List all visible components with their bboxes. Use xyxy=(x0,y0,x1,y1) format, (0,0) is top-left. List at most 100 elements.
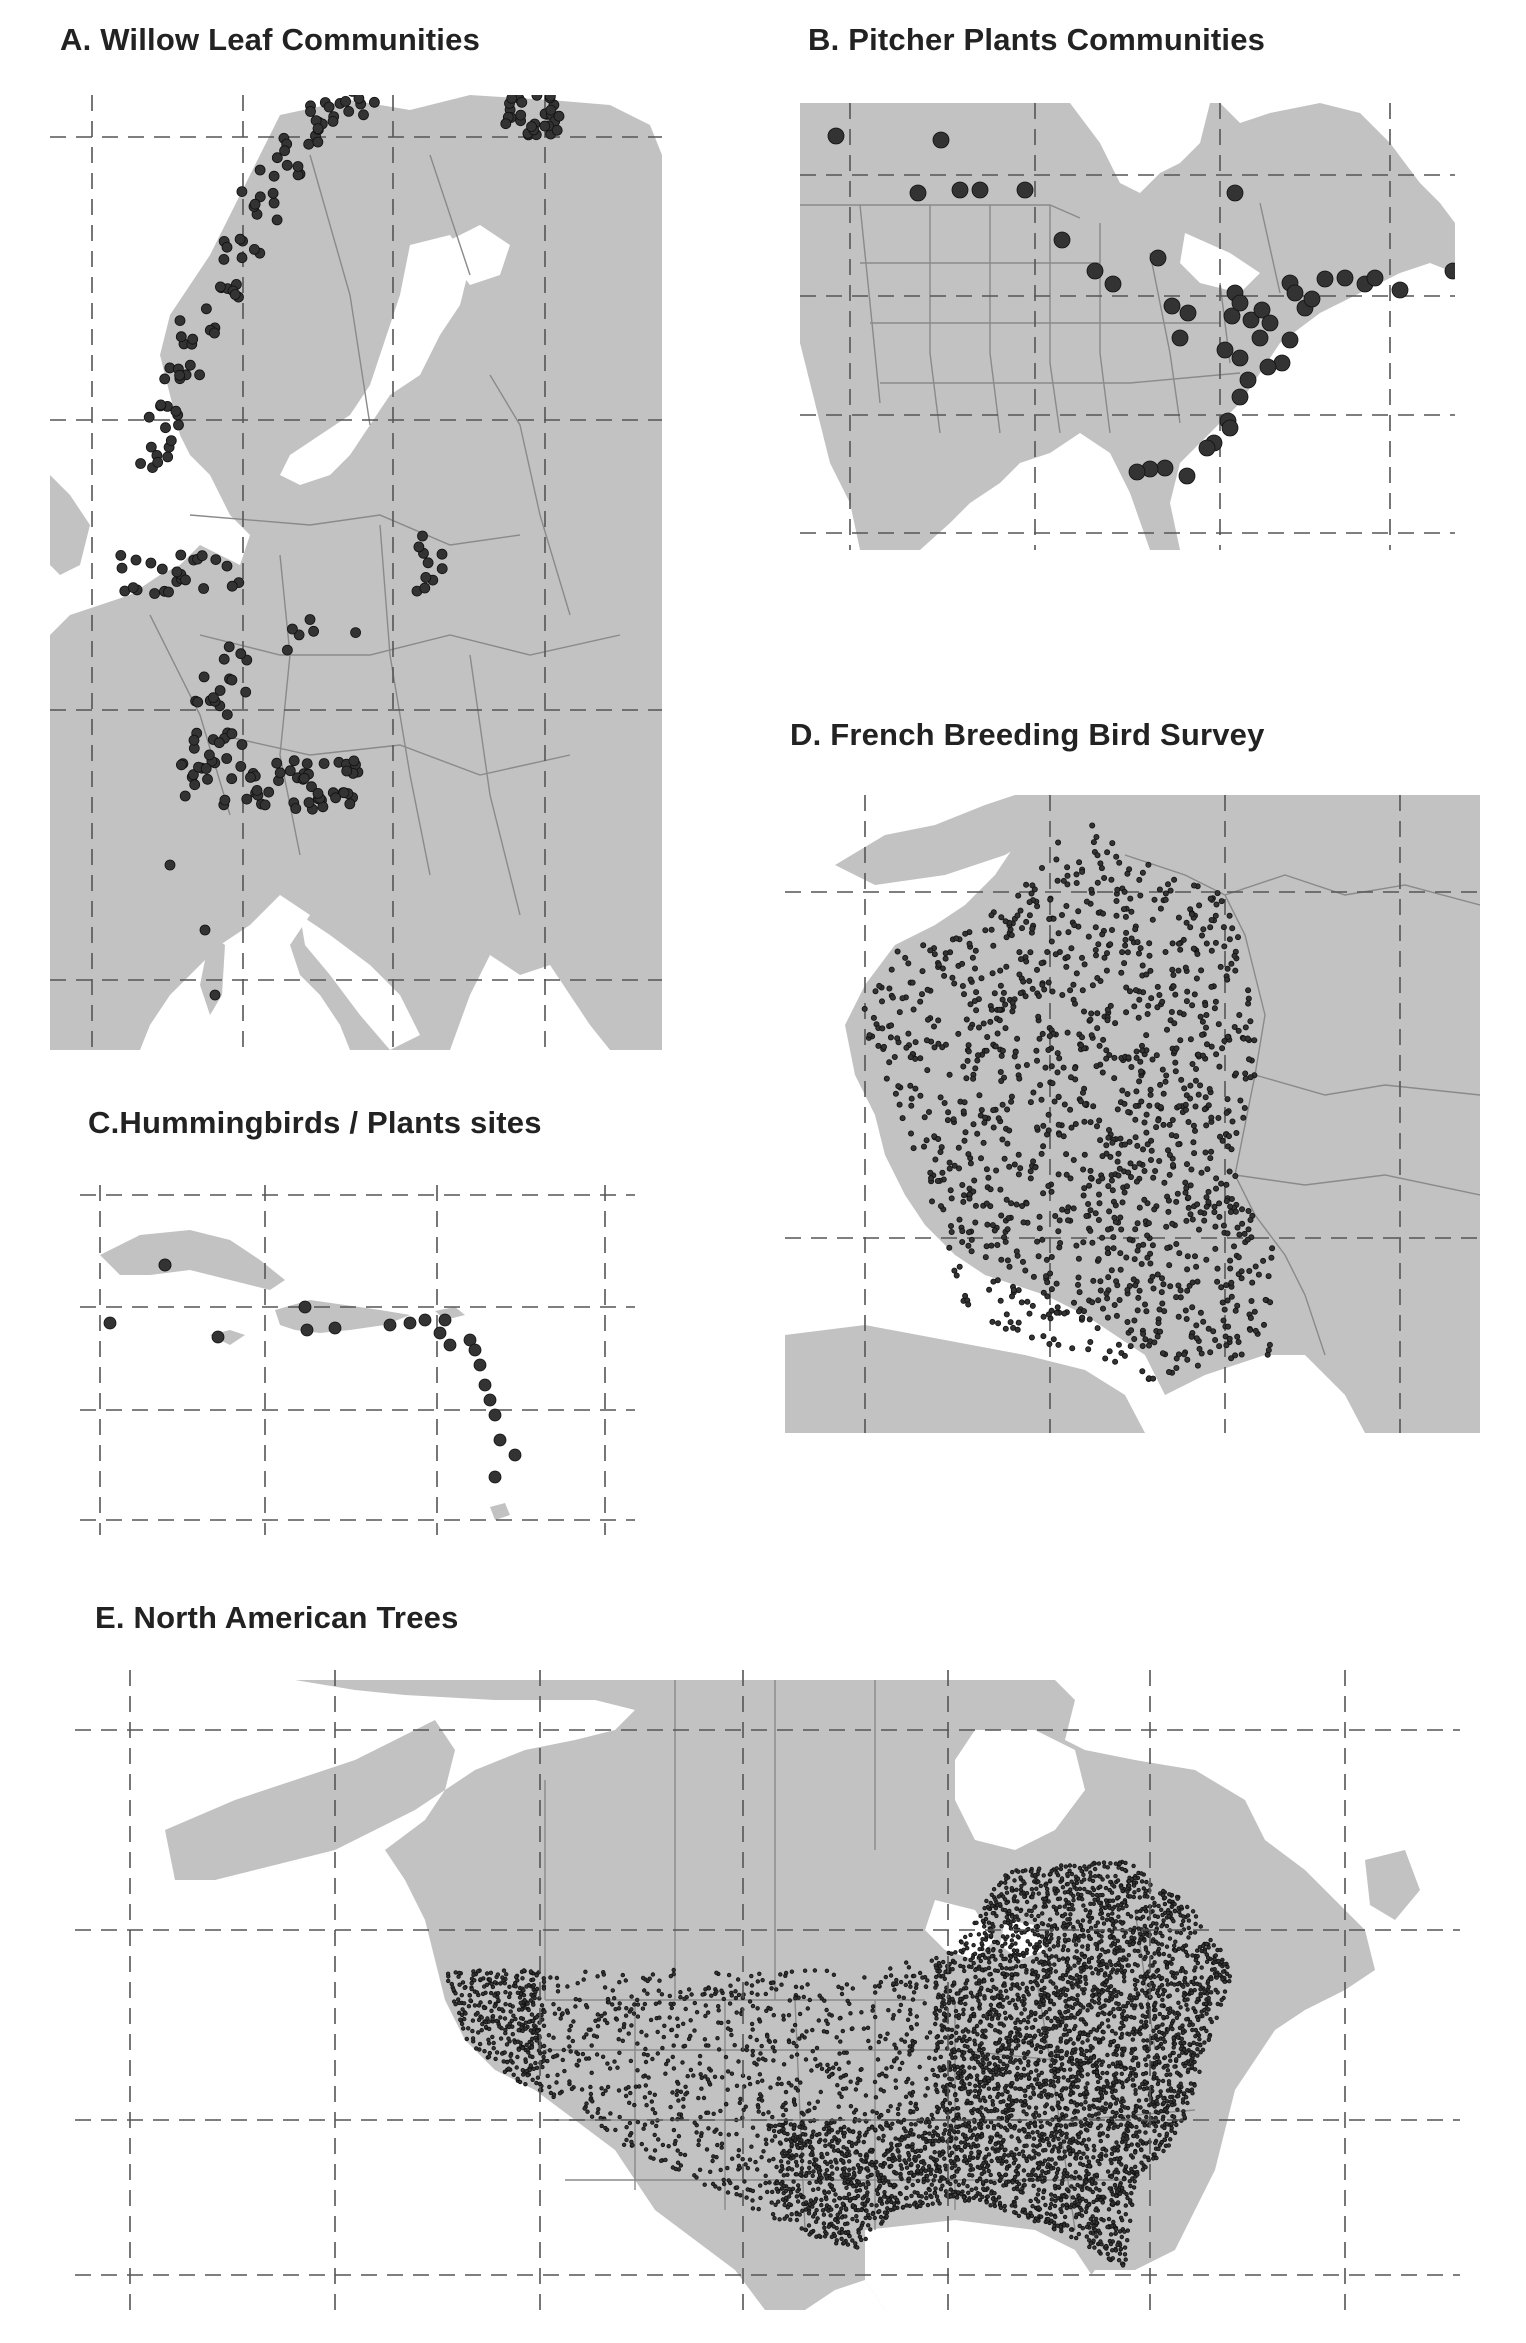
plot-marker xyxy=(837,2066,842,2072)
site-marker xyxy=(1141,1167,1148,1174)
site-marker xyxy=(1128,1327,1135,1334)
plot-marker xyxy=(971,2132,976,2138)
site-marker xyxy=(1090,1277,1097,1284)
site-marker xyxy=(1109,1187,1116,1194)
plot-marker xyxy=(1054,2115,1059,2120)
site-marker xyxy=(145,441,157,453)
plot-marker xyxy=(1162,2125,1167,2131)
plot-marker xyxy=(1129,2142,1134,2147)
plot-marker xyxy=(873,2165,879,2171)
site-marker xyxy=(1132,987,1139,994)
site-marker xyxy=(1081,1185,1088,1192)
site-marker xyxy=(254,164,266,176)
plot-marker xyxy=(825,2161,830,2166)
plot-marker xyxy=(868,2045,873,2050)
plot-marker xyxy=(1109,2089,1115,2095)
plot-marker xyxy=(1045,1886,1050,1892)
site-marker xyxy=(1169,966,1176,973)
plot-marker xyxy=(1127,2179,1132,2184)
plot-marker xyxy=(1030,1968,1035,1973)
site-marker xyxy=(1208,1148,1215,1155)
site-marker xyxy=(1137,892,1144,899)
site-marker xyxy=(1006,1163,1013,1170)
plot-marker xyxy=(1026,2059,1031,2064)
plot-marker xyxy=(740,2157,745,2162)
site-marker xyxy=(983,1166,990,1173)
plot-marker xyxy=(1069,1902,1075,1908)
plot-marker xyxy=(922,2001,927,2006)
plot-marker xyxy=(1204,2028,1209,2034)
plot-marker xyxy=(795,2145,800,2150)
site-marker xyxy=(1220,1222,1227,1229)
plot-marker xyxy=(1027,2154,1032,2159)
plot-marker xyxy=(641,2074,646,2079)
site-marker xyxy=(1187,1182,1194,1189)
site-marker xyxy=(1235,1027,1242,1034)
plot-marker xyxy=(646,2075,651,2080)
plot-marker xyxy=(951,2118,956,2123)
site-marker xyxy=(1246,1267,1253,1274)
site-marker xyxy=(1159,998,1166,1005)
plot-marker xyxy=(1058,2036,1064,2041)
plot-marker xyxy=(988,2172,993,2178)
plot-marker xyxy=(1021,2153,1026,2159)
plot-marker xyxy=(1063,2086,1069,2091)
site-marker xyxy=(970,1075,977,1082)
site-marker xyxy=(892,1090,899,1097)
site-marker xyxy=(1166,1171,1173,1178)
site-marker xyxy=(1218,1180,1225,1187)
plot-marker xyxy=(729,1993,734,1998)
plot-marker xyxy=(1161,2100,1166,2106)
plot-marker xyxy=(670,2090,675,2095)
site-marker xyxy=(1170,983,1177,990)
plot-marker xyxy=(567,2079,572,2084)
plot-marker xyxy=(974,1920,979,1925)
plot-marker xyxy=(698,2114,703,2120)
plot-marker xyxy=(594,2052,600,2057)
plot-marker xyxy=(658,2158,664,2163)
site-marker xyxy=(1115,1172,1122,1179)
plot-marker xyxy=(1135,2063,1141,2068)
site-marker xyxy=(1015,1151,1022,1158)
plot-marker xyxy=(1192,1930,1198,1935)
plot-marker xyxy=(854,2214,859,2219)
site-marker xyxy=(1038,1096,1045,1103)
plot-marker xyxy=(769,1986,774,1991)
site-marker xyxy=(1123,1254,1130,1261)
plot-marker xyxy=(923,2093,928,2098)
plot-marker xyxy=(694,2010,700,2015)
site-marker xyxy=(1116,1296,1123,1303)
plot-marker xyxy=(756,2109,761,2114)
plot-marker xyxy=(852,2195,857,2201)
site-marker xyxy=(999,996,1006,1003)
plot-marker xyxy=(747,2157,753,2162)
plot-marker xyxy=(725,2190,731,2195)
site-marker xyxy=(1104,1249,1111,1256)
site-marker xyxy=(1064,881,1071,888)
site-marker xyxy=(1197,1309,1204,1316)
plot-marker xyxy=(799,2226,804,2231)
site-marker xyxy=(1236,1231,1243,1238)
site-marker xyxy=(488,1470,502,1484)
plot-marker xyxy=(1048,2082,1053,2088)
site-marker xyxy=(1055,1341,1062,1348)
plot-marker xyxy=(759,2043,764,2049)
plot-marker xyxy=(1118,2026,1123,2031)
plot-marker xyxy=(1061,1944,1066,1949)
land-europe xyxy=(50,95,662,1050)
plot-marker xyxy=(1059,2062,1065,2067)
site-marker xyxy=(1045,979,1052,986)
site-marker xyxy=(211,1330,225,1344)
plot-marker xyxy=(1011,2161,1017,2166)
plot-marker xyxy=(764,2008,769,2013)
plot-marker xyxy=(956,2129,961,2135)
site-marker xyxy=(982,1114,989,1121)
site-marker xyxy=(986,1286,993,1293)
plot-marker xyxy=(844,2146,849,2151)
plot-marker xyxy=(795,2189,800,2194)
plot-marker xyxy=(878,2163,883,2168)
site-marker xyxy=(1075,1255,1082,1262)
site-marker xyxy=(1171,1020,1178,1027)
plot-marker xyxy=(1185,1953,1190,1958)
plot-marker xyxy=(717,2186,722,2191)
